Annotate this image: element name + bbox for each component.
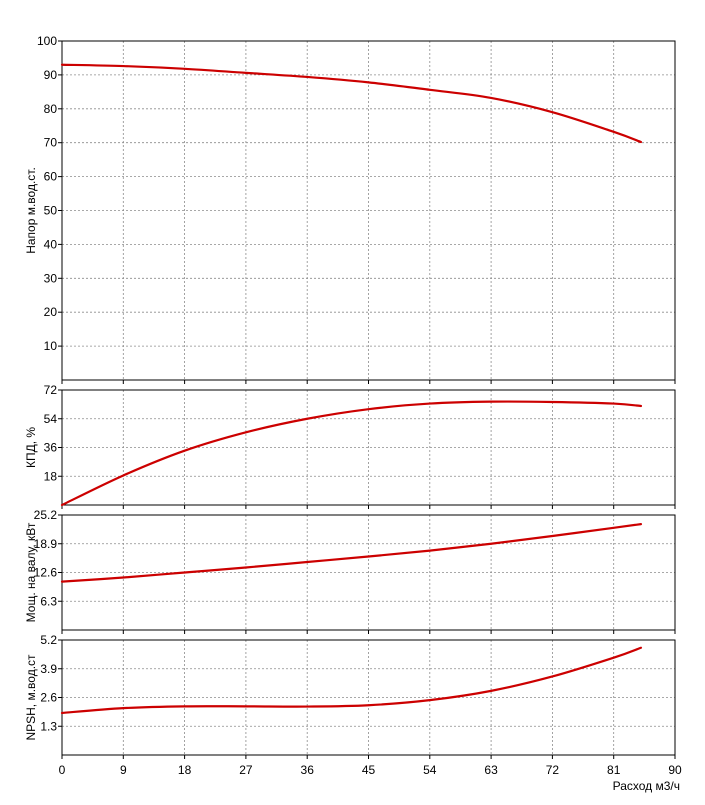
y-tick-label: 36 (44, 441, 58, 455)
y-axis-title: Напор м.вод.ст. (24, 167, 38, 254)
efficiency-curve (60, 400, 643, 507)
y-tick-label: 50 (44, 204, 58, 218)
y-tick-label: 5.2 (40, 633, 57, 647)
x-tick-label: 63 (484, 763, 498, 777)
plot-frame (61, 389, 676, 506)
y-axis-title: КПД, % (24, 427, 38, 468)
y-tick-label: 30 (44, 271, 58, 285)
y-tick-label: 70 (44, 136, 58, 150)
y-tick-label: 18 (44, 469, 58, 483)
y-tick-label: 90 (44, 68, 58, 82)
y-tick-label: 3.9 (40, 662, 57, 676)
y-tick-label: 1.3 (40, 719, 57, 733)
y-tick-label: 54 (44, 412, 58, 426)
x-tick-label: 18 (178, 763, 192, 777)
npsh-curve (60, 646, 643, 715)
y-tick-label: 2.6 (40, 691, 57, 705)
y-tick-label: 25.2 (34, 508, 58, 522)
y-tick-label: 6.3 (40, 594, 57, 608)
y-tick-label: 100 (37, 34, 57, 48)
y-tick-label: 72 (44, 383, 58, 397)
y-tick-label: 12.6 (34, 566, 58, 580)
power-curve (60, 523, 643, 583)
plot-frame (61, 514, 676, 631)
y-tick-label: 40 (44, 237, 58, 251)
panel-efficiency: 18 36 54 72 КПД, % (24, 383, 676, 509)
x-tick-label: 90 (668, 763, 682, 777)
x-tick-label: 81 (607, 763, 621, 777)
y-axis-title: NPSH, м.вод.ст (24, 654, 38, 741)
y-tick-label: 60 (44, 170, 58, 184)
x-tick-label: 27 (239, 763, 253, 777)
x-tick-label: 9 (120, 763, 127, 777)
y-tick-label: 80 (44, 102, 58, 116)
x-tick-label: 45 (362, 763, 376, 777)
y-axis-title: Мощ. на валу, кВт (24, 522, 38, 622)
x-axis-title: Расход м3/ч (613, 779, 680, 793)
plot-frame (61, 639, 676, 756)
y-tick-label: 20 (44, 305, 58, 319)
head-curve (60, 63, 643, 144)
y-tick-label: 18.9 (34, 537, 58, 551)
plot-frame (61, 40, 676, 381)
x-tick-label: 72 (546, 763, 560, 777)
x-tick-label: 0 (59, 763, 66, 777)
x-tick-label: 54 (423, 763, 437, 777)
y-tick-label: 10 (44, 339, 58, 353)
x-tick-label: 36 (301, 763, 315, 777)
panel-head: 10 20 30 40 50 60 70 80 90 100 Напор м.вод.ст. (24, 34, 676, 384)
